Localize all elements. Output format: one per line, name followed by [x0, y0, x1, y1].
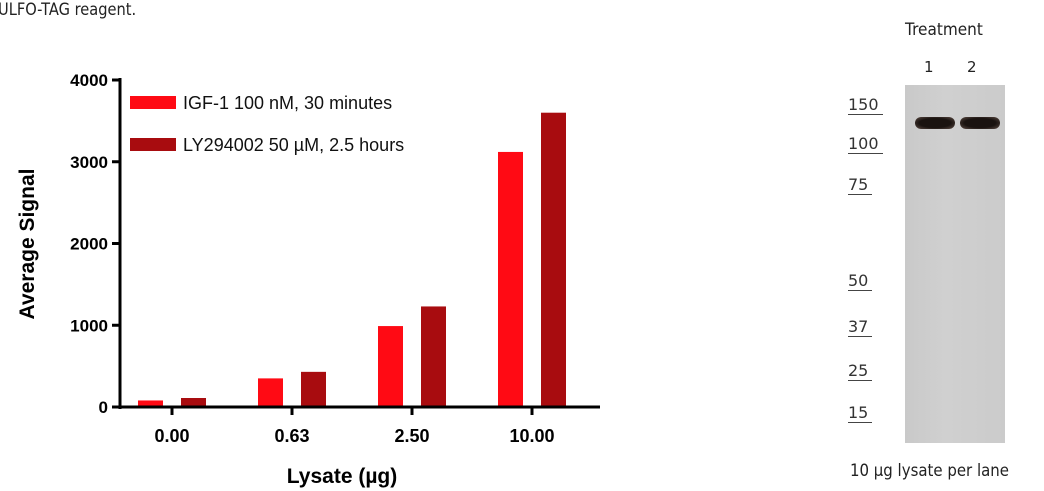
mw-marker: 25 [848, 362, 873, 381]
mw-marker: 37 [848, 318, 873, 337]
mw-marker: 15 [848, 404, 873, 423]
y-tick-label: 2000 [70, 235, 108, 254]
blot-treatment-label: Treatment [905, 20, 983, 40]
bar [181, 398, 206, 406]
x-tick-label: 0.63 [274, 426, 309, 446]
legend-label: IGF-1 100 nM, 30 minutes [183, 93, 392, 113]
x-axis-label: Lysate (µg) [287, 465, 398, 488]
bar [301, 371, 326, 406]
blot-footer: 10 µg lysate per lane [850, 461, 1009, 481]
mw-marker: 75 [848, 176, 873, 195]
y-axis-label: Average Signal [16, 169, 39, 320]
y-tick-label: 4000 [70, 71, 108, 90]
x-tick-label: 0.00 [154, 426, 189, 446]
x-tick-label: 10.00 [509, 426, 554, 446]
bar [498, 151, 523, 406]
blot-lane-label: 2 [967, 58, 977, 76]
bar [258, 378, 283, 406]
y-tick-label: 3000 [70, 153, 108, 172]
blot-lane-label: 1 [924, 58, 934, 76]
mw-marker: 100 [848, 135, 883, 154]
top-caption: ULFO-TAG reagent. [0, 0, 137, 20]
mw-marker: 50 [848, 272, 873, 291]
x-tick-label: 2.50 [394, 426, 429, 446]
legend-swatch [130, 96, 176, 109]
blot-membrane [905, 85, 1005, 443]
y-tick-label: 1000 [70, 316, 108, 335]
mw-marker: 150 [848, 96, 883, 115]
legend-label: LY294002 50 µM, 2.5 hours [183, 135, 404, 155]
legend-swatch [130, 138, 176, 151]
bar [421, 306, 446, 406]
blot-band-lane-1 [915, 117, 955, 129]
bar [541, 112, 566, 406]
bar [138, 400, 163, 406]
blot-band-lane-2 [960, 117, 1000, 129]
bar-chart: 0 1000 2000 3000 4000 0.00 0.63 2.50 10.00 IGF-1 … [16, 71, 600, 488]
y-tick-label: 0 [99, 398, 108, 417]
bar [378, 326, 403, 406]
